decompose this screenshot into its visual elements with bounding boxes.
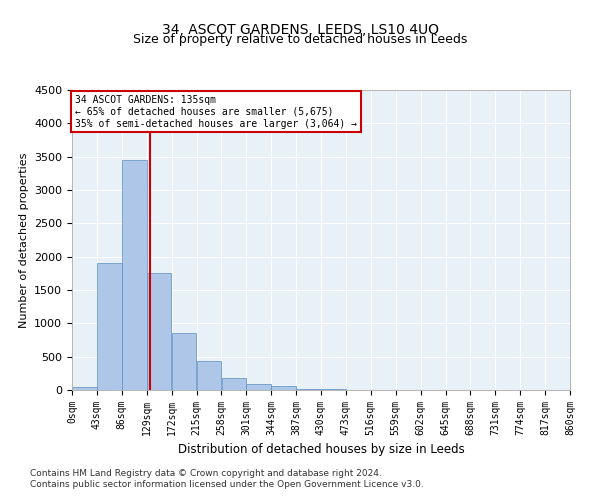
Text: Contains HM Land Registry data © Crown copyright and database right 2024.: Contains HM Land Registry data © Crown c… <box>30 468 382 477</box>
Text: Size of property relative to detached houses in Leeds: Size of property relative to detached ho… <box>133 32 467 46</box>
Bar <box>147 274 172 390</box>
Bar <box>122 160 146 390</box>
Bar <box>172 334 196 390</box>
Bar <box>72 386 97 390</box>
X-axis label: Distribution of detached houses by size in Leeds: Distribution of detached houses by size … <box>178 444 464 456</box>
Text: Contains public sector information licensed under the Open Government Licence v3: Contains public sector information licen… <box>30 480 424 489</box>
Bar <box>221 378 246 390</box>
Text: 34, ASCOT GARDENS, LEEDS, LS10 4UQ: 34, ASCOT GARDENS, LEEDS, LS10 4UQ <box>161 22 439 36</box>
Bar <box>197 362 221 390</box>
Text: 34 ASCOT GARDENS: 135sqm
← 65% of detached houses are smaller (5,675)
35% of sem: 34 ASCOT GARDENS: 135sqm ← 65% of detach… <box>75 96 357 128</box>
Bar <box>247 384 271 390</box>
Bar <box>97 264 122 390</box>
Bar <box>271 386 296 390</box>
Bar <box>296 388 321 390</box>
Y-axis label: Number of detached properties: Number of detached properties <box>19 152 29 328</box>
